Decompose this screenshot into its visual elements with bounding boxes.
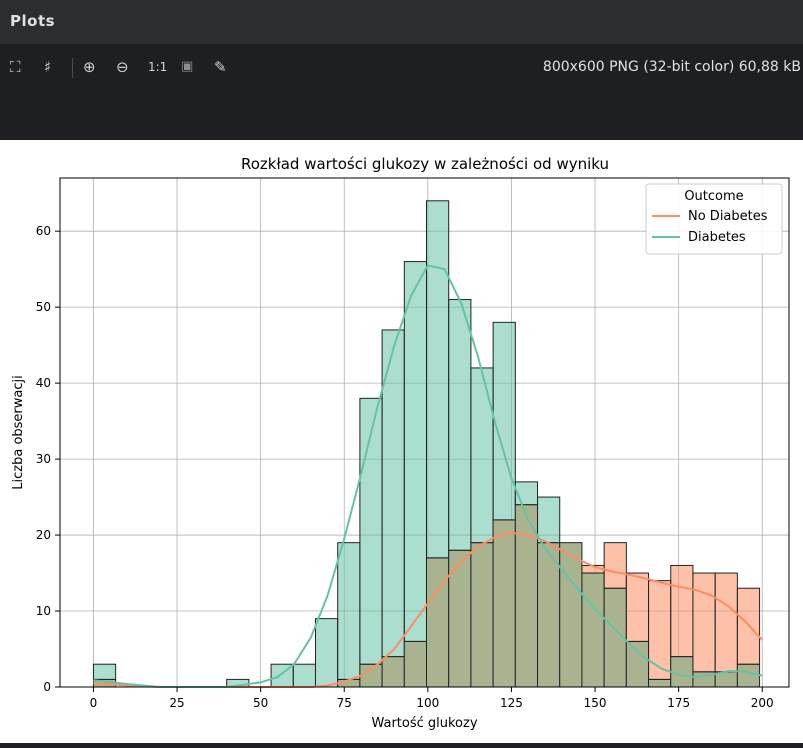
bar-overlap (625, 640, 650, 688)
bar-no-diabetes (670, 564, 694, 658)
legend-entry-no-diabetes: No Diabetes (688, 209, 768, 224)
x-tick-label: 150 (584, 696, 607, 710)
bar-diabetes (492, 321, 516, 521)
zoom-in-icon[interactable]: ⊕ (83, 58, 96, 76)
bar-diabetes (292, 663, 316, 688)
color-picker-icon[interactable]: ✎ (214, 58, 227, 76)
bar-diabetes (537, 496, 561, 544)
y-axis-label: Liczba obserwacji (11, 375, 26, 489)
axes-frame (59, 177, 790, 688)
bottom-border (0, 743, 803, 748)
x-tick-label: 25 (169, 696, 184, 710)
fit-to-window-icon[interactable]: ⛶ (10, 58, 21, 76)
bar-overlap (559, 542, 583, 688)
chart-title: Rozkład wartości glukozy w zależności od… (241, 155, 609, 173)
background-icon[interactable]: ▣ (181, 59, 194, 74)
x-tick-label: 200 (751, 696, 774, 710)
y-tick-label: 30 (36, 452, 51, 466)
actual-size-icon[interactable]: 1:1 (148, 60, 168, 74)
y-tick-label: 40 (36, 376, 51, 390)
legend-title: Outcome (684, 189, 743, 204)
y-tick-label: 50 (36, 300, 51, 314)
bar-diabetes (314, 618, 339, 688)
x-tick-label: 125 (500, 696, 523, 710)
zoom-out-icon[interactable]: ⊖ (116, 58, 129, 76)
bar-diabetes (514, 481, 539, 506)
bar-overlap (670, 656, 694, 688)
bar-overlap (648, 678, 672, 688)
kde-line-diabetes (93, 264, 763, 688)
x-tick-label: 50 (253, 696, 268, 710)
bar-diabetes (403, 261, 428, 642)
bar-no-diabetes (648, 580, 672, 680)
bar-overlap (514, 504, 539, 688)
bar-overlap (403, 640, 428, 688)
y-tick-label: 20 (36, 528, 51, 542)
bar-diabetes (337, 542, 361, 680)
bar-no-diabetes (625, 572, 650, 642)
image-info: 800x600 PNG (32-bit color) 60,88 kB (542, 59, 801, 75)
toolbar-separator (72, 58, 73, 78)
bar-overlap (537, 542, 561, 688)
legend: Outcome No Diabetes Diabetes (645, 183, 783, 255)
x-tick-label: 75 (337, 696, 352, 710)
legend-entry-diabetes: Diabetes (688, 230, 746, 245)
bar-overlap (381, 656, 405, 688)
x-axis-label: Wartość glukozy (371, 716, 477, 731)
bar-no-diabetes (603, 542, 627, 589)
histogram-chart: Rozkład wartości glukozy w zależności od… (11, 155, 790, 731)
bar-diabetes (92, 663, 117, 680)
bar-diabetes (426, 200, 450, 559)
grid-icon[interactable]: ♯ (44, 58, 52, 76)
bar-diabetes (359, 397, 383, 665)
bar-no-diabetes (692, 572, 716, 673)
y-tick-label: 60 (36, 224, 51, 238)
bar-overlap (470, 542, 494, 688)
plot-image: Rozkład wartości glukozy w zależności od… (0, 140, 803, 743)
x-tick-label: 175 (667, 696, 690, 710)
plot-toolbar: ⛶ ♯ ⊕ ⊖ 1:1 ▣ ✎ 800x600 PNG (32-bit colo… (0, 44, 803, 140)
plots-panel-header: Plots (0, 0, 803, 44)
y-tick-label: 0 (43, 680, 51, 694)
bar-overlap (492, 519, 516, 688)
bar-overlap (736, 663, 761, 688)
x-tick-label: 0 (90, 696, 98, 710)
panel-title: Plots (10, 12, 56, 30)
y-tick-label: 10 (36, 604, 51, 618)
bar-overlap (426, 557, 450, 688)
bar-diabetes (448, 299, 472, 551)
bar-diabetes (470, 367, 494, 544)
x-tick-label: 100 (416, 696, 439, 710)
bar-overlap (581, 572, 605, 688)
bar-no-diabetes (714, 572, 738, 673)
